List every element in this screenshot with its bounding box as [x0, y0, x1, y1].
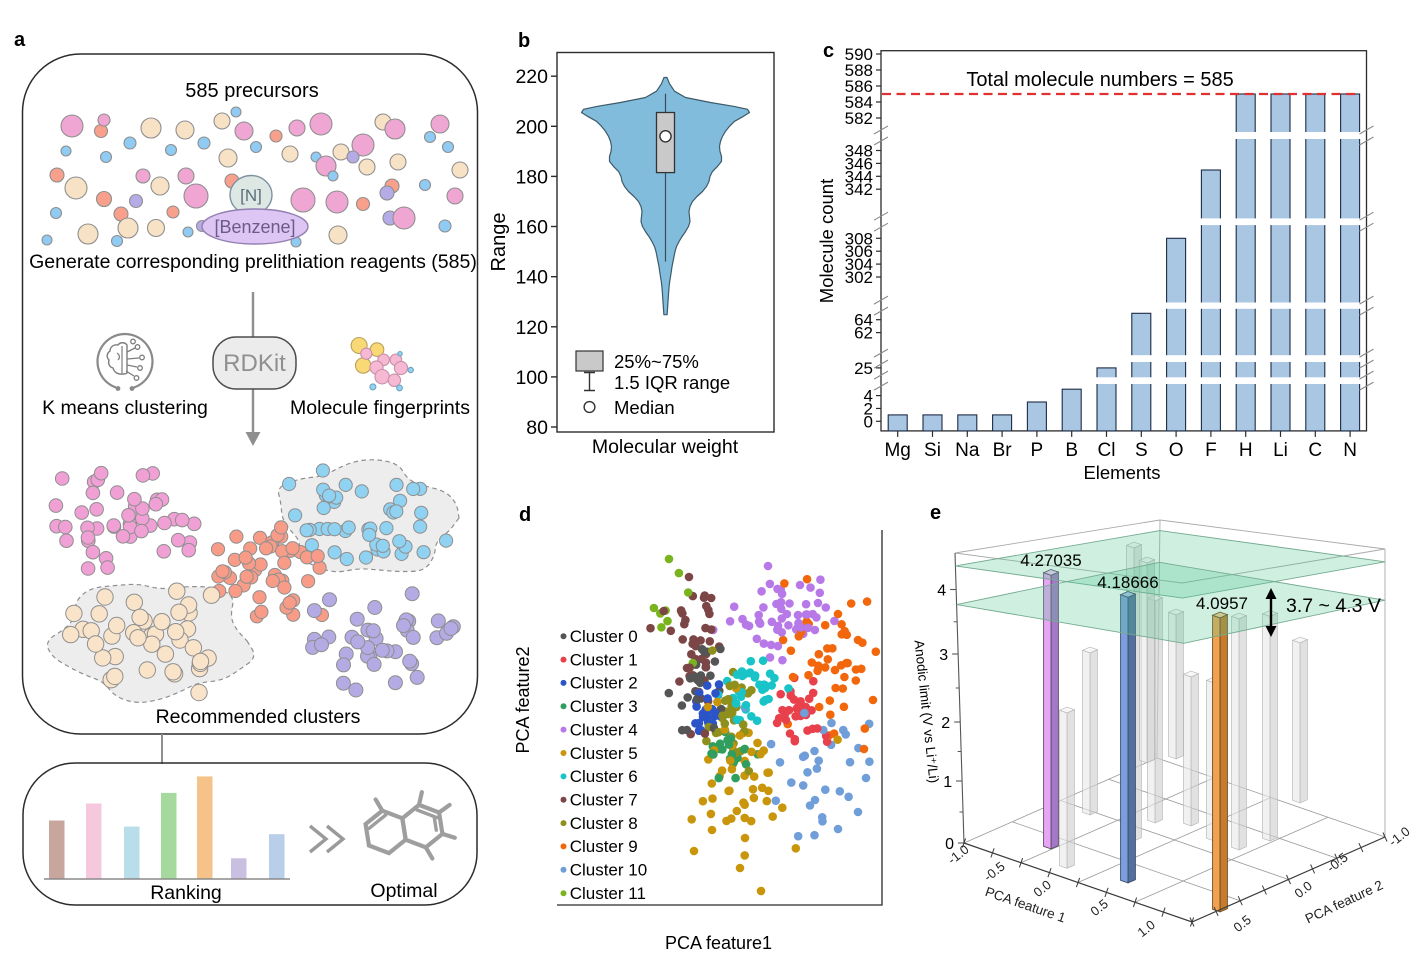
svg-text:0.0: 0.0	[1291, 878, 1314, 901]
svg-text:2: 2	[864, 399, 873, 418]
svg-text:b: b	[518, 30, 530, 52]
svg-text:308: 308	[845, 229, 873, 248]
svg-text:0.5: 0.5	[1230, 912, 1253, 935]
svg-text:62: 62	[854, 324, 873, 343]
svg-text:0.5: 0.5	[1087, 896, 1110, 919]
svg-text:C: C	[1308, 440, 1322, 461]
svg-text:Range: Range	[488, 213, 510, 272]
svg-text:200: 200	[515, 116, 548, 138]
svg-text:Cluster 7: Cluster 7	[570, 791, 638, 810]
svg-text:120: 120	[515, 317, 548, 339]
svg-text:342: 342	[845, 180, 873, 199]
svg-text:Cluster 4: Cluster 4	[570, 720, 638, 739]
svg-text:Mg: Mg	[884, 440, 910, 461]
svg-text:582: 582	[845, 109, 873, 128]
svg-text:3.7 ~ 4.3 V: 3.7 ~ 4.3 V	[1286, 595, 1381, 617]
svg-text:PCA feature1: PCA feature1	[665, 933, 772, 953]
svg-text:1: 1	[943, 774, 952, 791]
svg-text:Cluster 11: Cluster 11	[570, 884, 646, 903]
svg-text:[Benzene]: [Benzene]	[214, 217, 295, 237]
svg-text:0: 0	[864, 412, 873, 431]
svg-text:585 precursors: 585 precursors	[185, 80, 318, 102]
svg-text:1.5 IQR range: 1.5 IQR range	[614, 372, 730, 393]
svg-text:Cluster 9: Cluster 9	[570, 837, 638, 856]
svg-text:80: 80	[526, 417, 548, 439]
svg-text:346: 346	[845, 154, 873, 173]
svg-text:0.0: 0.0	[1030, 877, 1053, 900]
svg-text:4: 4	[937, 583, 946, 600]
svg-text:O: O	[1169, 440, 1184, 461]
svg-text:4.27035: 4.27035	[1020, 551, 1081, 570]
svg-text:Cluster 1: Cluster 1	[570, 650, 638, 669]
svg-text:F: F	[1205, 440, 1217, 461]
svg-text:Cluster 2: Cluster 2	[570, 674, 638, 693]
svg-text:2: 2	[941, 715, 950, 732]
svg-text:590: 590	[845, 45, 873, 64]
svg-text:588: 588	[845, 61, 873, 80]
svg-text:N: N	[1343, 440, 1357, 461]
svg-text:P: P	[1031, 440, 1044, 461]
svg-text:Ranking: Ranking	[150, 882, 222, 904]
svg-text:Recommended clusters: Recommended clusters	[156, 706, 361, 728]
svg-text:0: 0	[945, 836, 954, 853]
svg-text:PCA feature2: PCA feature2	[513, 646, 533, 753]
svg-text:220: 220	[515, 66, 548, 88]
svg-text:25: 25	[854, 359, 873, 378]
svg-text:4.0957: 4.0957	[1196, 594, 1248, 613]
svg-text:Median: Median	[614, 397, 675, 418]
svg-text:25%~75%: 25%~75%	[614, 351, 699, 372]
svg-text:304: 304	[845, 255, 873, 274]
svg-text:K means clustering: K means clustering	[42, 397, 208, 419]
svg-text:584: 584	[845, 93, 873, 112]
svg-text:Cluster 10: Cluster 10	[570, 861, 647, 880]
svg-text:Generate corresponding prelith: Generate corresponding prelithiation rea…	[29, 251, 477, 273]
svg-text:160: 160	[515, 217, 548, 239]
svg-text:Molecule fingerprints: Molecule fingerprints	[290, 397, 470, 419]
svg-text:348: 348	[845, 142, 873, 161]
svg-text:PCA feature 1: PCA feature 1	[983, 884, 1067, 926]
svg-text:4: 4	[864, 387, 873, 406]
svg-text:[N]: [N]	[240, 186, 262, 205]
svg-text:Molecular weight: Molecular weight	[592, 436, 739, 458]
svg-text:Total molecule numbers = 585: Total molecule numbers = 585	[966, 69, 1233, 91]
svg-text:Cl: Cl	[1098, 440, 1116, 461]
svg-text:Elements: Elements	[1083, 462, 1160, 483]
svg-text:306: 306	[845, 242, 873, 261]
svg-text:3: 3	[939, 647, 948, 664]
svg-text:4.18666: 4.18666	[1097, 573, 1158, 592]
svg-text:B: B	[1065, 440, 1078, 461]
svg-text:64: 64	[854, 311, 873, 330]
svg-text:S: S	[1135, 440, 1148, 461]
svg-text:140: 140	[515, 267, 548, 289]
svg-text:Optimal: Optimal	[370, 880, 437, 902]
svg-text:a: a	[14, 29, 26, 51]
svg-text:Molecule count: Molecule count	[816, 179, 837, 303]
svg-text:H: H	[1239, 440, 1253, 461]
svg-text:e: e	[930, 502, 941, 524]
svg-text:Li: Li	[1273, 440, 1288, 461]
svg-text:Si: Si	[924, 440, 941, 461]
svg-text:Cluster 6: Cluster 6	[570, 767, 638, 786]
svg-text:c: c	[823, 40, 834, 62]
svg-text:302: 302	[845, 268, 873, 287]
svg-text:PCA feature 2: PCA feature 2	[1303, 877, 1386, 926]
svg-text:Cluster 0: Cluster 0	[570, 627, 638, 646]
svg-text:-1.0: -1.0	[1386, 824, 1413, 850]
svg-text:Na: Na	[955, 440, 980, 461]
svg-text:180: 180	[515, 166, 548, 188]
svg-text:586: 586	[845, 77, 873, 96]
svg-text:Cluster 5: Cluster 5	[570, 744, 638, 763]
svg-text:344: 344	[845, 167, 873, 186]
svg-text:RDKit: RDKit	[223, 350, 286, 377]
svg-text:Cluster 3: Cluster 3	[570, 697, 638, 716]
svg-text:100: 100	[515, 367, 548, 389]
svg-text:Cluster 8: Cluster 8	[570, 814, 638, 833]
svg-text:Anodic limit (V vs Li⁺/Li): Anodic limit (V vs Li⁺/Li)	[912, 639, 942, 783]
svg-text:Br: Br	[993, 440, 1013, 461]
svg-text:-0.5: -0.5	[981, 859, 1008, 885]
svg-text:1.0: 1.0	[1134, 917, 1157, 940]
svg-text:d: d	[519, 504, 531, 526]
